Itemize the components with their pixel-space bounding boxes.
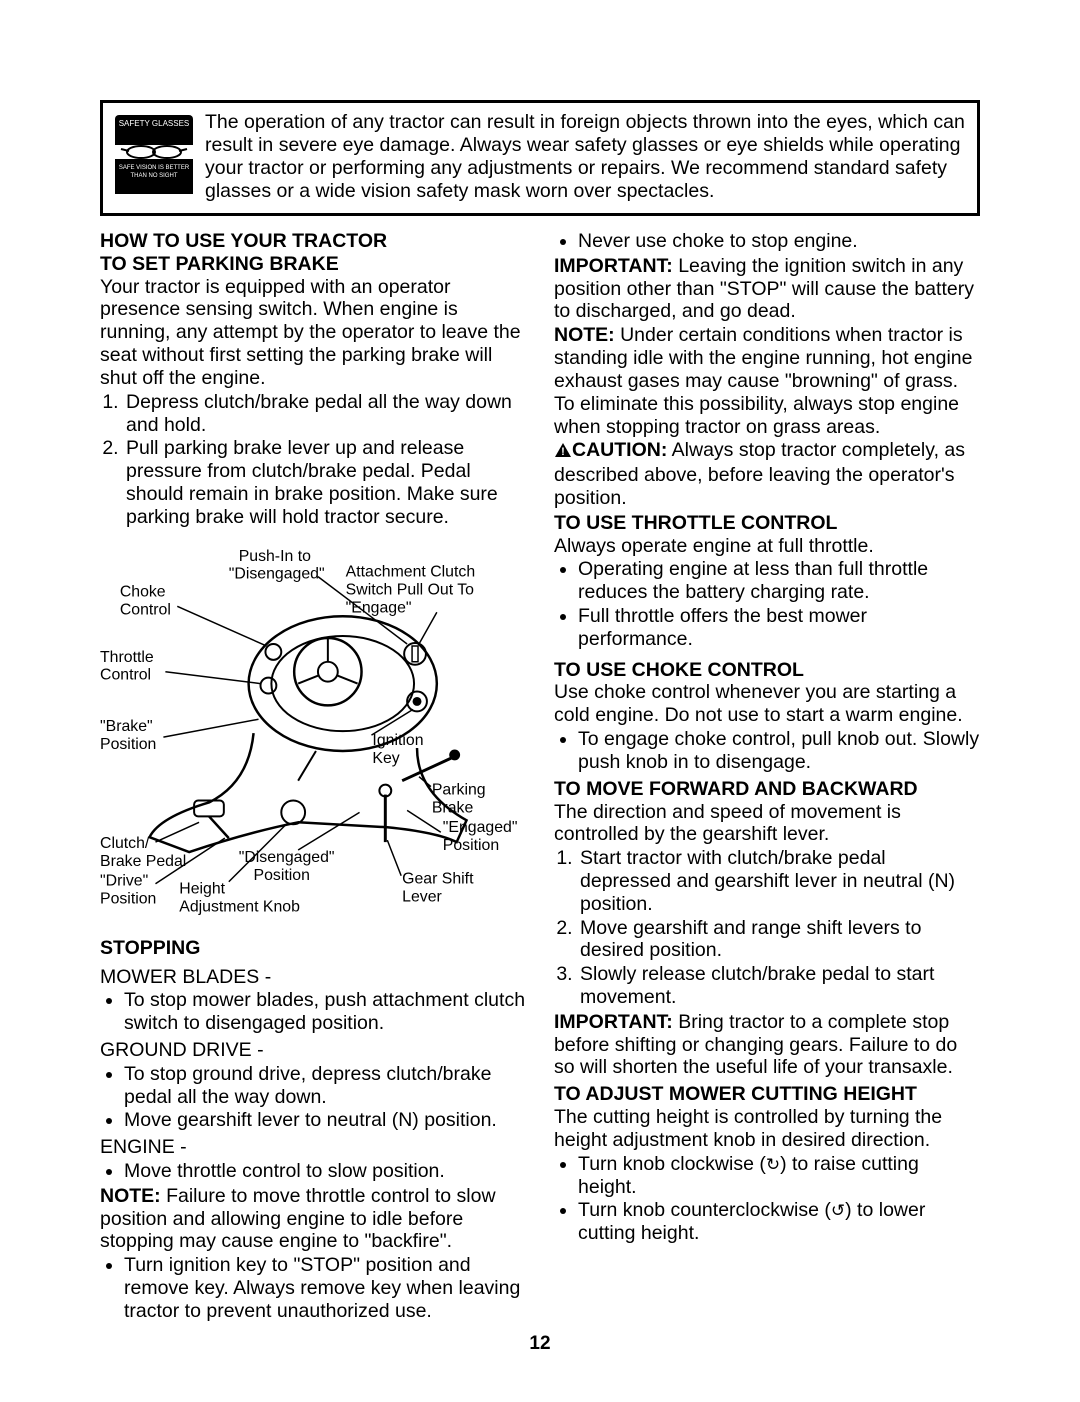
list-item: Start tractor with clutch/brake pedal de…: [578, 847, 980, 915]
list-item: To engage choke control, pull knob out. …: [578, 728, 980, 774]
never-choke-list: Never use choke to stop engine.: [554, 230, 980, 253]
ground-drive-list: To stop ground drive, depress clutch/bra…: [100, 1063, 526, 1132]
throttle-list: Operating engine at less than full throt…: [554, 558, 980, 650]
diagram-label: Switch Pull Out To: [346, 581, 474, 598]
list-item: Move gearshift lever to neutral (N) posi…: [124, 1109, 526, 1132]
note-label: NOTE:: [554, 324, 615, 346]
diagram-label: "Disengaged": [229, 565, 325, 582]
diagram-label: Brake: [432, 799, 474, 816]
engine-heading: ENGINE -: [100, 1136, 526, 1159]
safety-warning-box: SAFETY GLASSES SAFE VISION IS BETTER THA…: [100, 100, 980, 216]
mower-blades-list: To stop mower blades, push attachment cl…: [100, 989, 526, 1035]
counterclockwise-arrow-icon: ↺: [831, 1201, 845, 1220]
list-item: Turn knob counterclockwise (↺) to lower …: [578, 1199, 980, 1245]
adjust-heading: TO ADJUST MOWER CUTTING HEIGHT: [554, 1083, 980, 1106]
left-column: HOW TO USE YOUR TRACTOR TO SET PARKING B…: [100, 230, 526, 1325]
choke-heading: TO USE CHOKE CONTROL: [554, 659, 980, 682]
list-item: Full throttle offers the best mower perf…: [578, 605, 980, 651]
important-label: IMPORTANT:: [554, 1011, 673, 1033]
engine-list-1: Move throttle control to slow position.: [100, 1160, 526, 1183]
list-item: Pull parking brake lever up and release …: [124, 437, 526, 528]
clockwise-arrow-icon: ↻: [766, 1155, 780, 1174]
caution-label: CAUTION:: [572, 439, 667, 461]
throttle-intro: Always operate engine at full throttle.: [554, 535, 980, 558]
safety-warning-text: The operation of any tractor can result …: [205, 111, 965, 203]
list-item: Turn knob clockwise (↻) to raise cutting…: [578, 1153, 980, 1199]
diagram-label: Attachment Clutch: [346, 563, 475, 580]
important-shifting: IMPORTANT: Bring tractor to a complete s…: [554, 1011, 980, 1079]
adjust-raise-pre: Turn knob clockwise (: [578, 1153, 766, 1175]
adjust-list: Turn knob clockwise (↻) to raise cutting…: [554, 1153, 980, 1245]
engine-note: NOTE: Failure to move throttle control t…: [100, 1185, 526, 1253]
manual-page: SAFETY GLASSES SAFE VISION IS BETTER THA…: [0, 0, 1080, 1402]
list-item: Never use choke to stop engine.: [578, 230, 980, 253]
parking-brake-intro: Your tractor is equipped with an operato…: [100, 276, 526, 390]
diagram-label: Lever: [402, 888, 442, 905]
list-item: To stop ground drive, depress clutch/bra…: [124, 1063, 526, 1109]
diagram-label: Gear Shift: [402, 870, 474, 887]
diagram-label: Throttle: [100, 648, 154, 665]
warning-triangle-icon: !: [554, 441, 572, 464]
ground-drive-heading: GROUND DRIVE -: [100, 1039, 526, 1062]
choke-intro: Use choke control whenever you are start…: [554, 681, 980, 727]
diagram-label: Position: [100, 736, 156, 753]
diagram-label: Control: [120, 601, 171, 618]
diagram-label: Choke: [120, 583, 166, 600]
diagram-label: Position: [254, 866, 310, 883]
diagram-label: Position: [443, 837, 499, 854]
svg-text:!: !: [561, 446, 565, 458]
caution-stop: ! CAUTION: Always stop tractor completel…: [554, 439, 980, 509]
diagram-label: "Engage": [346, 599, 412, 616]
move-steps: Start tractor with clutch/brake pedal de…: [554, 847, 980, 1009]
safety-icon-top-label: SAFETY GLASSES: [115, 115, 193, 145]
diagram-label: Control: [100, 666, 151, 683]
important-ignition: IMPORTANT: Leaving the ignition switch i…: [554, 255, 980, 323]
parking-brake-steps: Depress clutch/brake pedal all the way d…: [100, 391, 526, 529]
important-label: IMPORTANT:: [554, 255, 673, 277]
list-item: Slowly release clutch/brake pedal to sta…: [578, 963, 980, 1009]
diagram-label: Key: [372, 749, 399, 766]
controls-diagram: Push-In to "Disengaged" Attachment Clutc…: [100, 535, 526, 921]
move-intro: The direction and speed of movement is c…: [554, 801, 980, 847]
engine-list-2: Turn ignition key to "STOP" position and…: [100, 1254, 526, 1322]
list-item: To stop mower blades, push attachment cl…: [124, 989, 526, 1035]
page-number: 12: [100, 1333, 980, 1355]
mower-blades-heading: MOWER BLADES -: [100, 966, 526, 989]
note-browning-text: Under certain conditions when tractor is…: [554, 324, 972, 437]
adjust-intro: The cutting height is controlled by turn…: [554, 1106, 980, 1152]
note-browning: NOTE: Under certain conditions when trac…: [554, 324, 980, 438]
diagram-label: Adjustment Knob: [179, 898, 300, 915]
diagram-label: "Engaged": [443, 819, 518, 836]
safety-icon-bottom-label: SAFE VISION IS BETTER THAN NO SIGHT: [115, 159, 193, 194]
list-item: Move gearshift and range shift levers to…: [578, 917, 980, 963]
stopping-heading: STOPPING: [100, 937, 526, 960]
list-item: Depress clutch/brake pedal all the way d…: [124, 391, 526, 437]
diagram-label: "Drive": [100, 872, 148, 889]
list-item: Operating engine at less than full throt…: [578, 558, 980, 604]
safety-glasses-icon: SAFETY GLASSES SAFE VISION IS BETTER THA…: [115, 115, 193, 187]
diagram-label: Height: [179, 880, 225, 897]
move-heading: TO MOVE FORWARD AND BACKWARD: [554, 778, 980, 801]
list-item: Move throttle control to slow position.: [124, 1160, 526, 1183]
diagram-label: Ignition: [372, 732, 423, 749]
note-label: NOTE:: [100, 1185, 161, 1207]
list-item: Turn ignition key to "STOP" position and…: [124, 1254, 526, 1322]
diagram-label: Clutch/: [100, 835, 150, 852]
adjust-lower-pre: Turn knob counterclockwise (: [578, 1199, 831, 1221]
diagram-label: Push-In to: [239, 547, 311, 564]
diagram-label: Parking: [432, 781, 486, 798]
diagram-label: "Brake": [100, 718, 153, 735]
choke-list: To engage choke control, pull knob out. …: [554, 728, 980, 774]
diagram-label: Brake Pedal: [100, 852, 186, 869]
parking-brake-heading: TO SET PARKING BRAKE: [100, 253, 526, 276]
throttle-heading: TO USE THROTTLE CONTROL: [554, 512, 980, 535]
how-to-use-heading: HOW TO USE YOUR TRACTOR: [100, 230, 526, 253]
diagram-label: Position: [100, 890, 156, 907]
right-column: Never use choke to stop engine. IMPORTAN…: [554, 230, 980, 1325]
